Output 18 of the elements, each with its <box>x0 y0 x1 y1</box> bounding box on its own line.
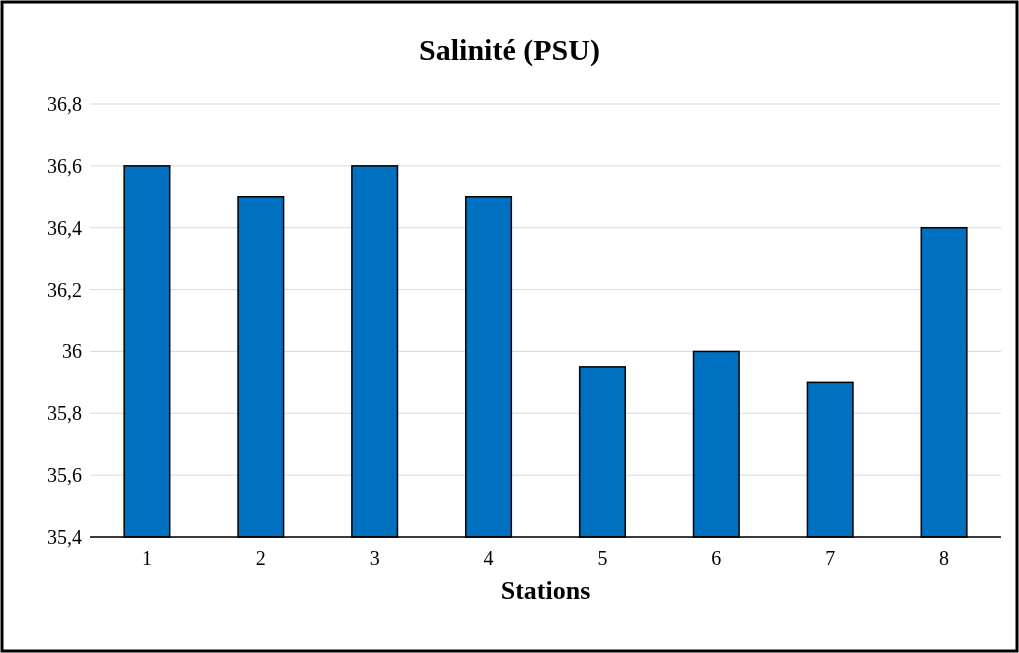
x-tick-label: 2 <box>255 547 266 569</box>
x-tick-label: 8 <box>939 547 950 569</box>
x-axis-title: Stations <box>500 576 591 605</box>
chart-title: Salinité (PSU) <box>419 33 600 67</box>
y-tick-label: 36 <box>62 340 82 363</box>
y-tick-label: 36,8 <box>47 93 82 115</box>
y-tick-label: 35,6 <box>47 464 82 487</box>
x-tick-label: 1 <box>141 547 152 569</box>
x-tick-label: 7 <box>825 547 836 569</box>
x-tick-label: 3 <box>369 547 380 569</box>
y-tick-label: 36,6 <box>47 154 82 177</box>
x-tick-label: 4 <box>483 547 494 569</box>
x-tick-label: 5 <box>597 547 608 569</box>
y-tick-label: 36,2 <box>47 278 82 301</box>
x-tick-label: 6 <box>711 547 722 569</box>
y-tick-label: 35,8 <box>47 402 82 425</box>
y-tick-label: 36,4 <box>47 216 82 239</box>
y-tick-label: 35,4 <box>47 526 82 548</box>
